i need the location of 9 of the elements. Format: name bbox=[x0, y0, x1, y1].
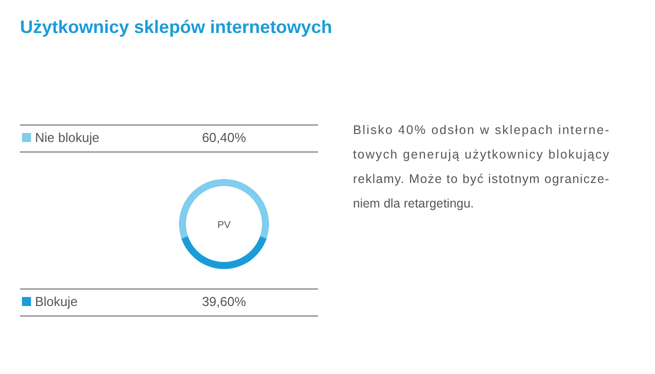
text: Blisko 40% odsłon w sklepach interne- towych generują użytkownicy blokujący reklamy. Może to być istotnym ogranicze- niem dla retargetingu. bbox=[353, 123, 610, 210]
legend-label: Nie blokuje bbox=[35, 130, 100, 145]
donut-slice bbox=[181, 236, 267, 269]
legend-label: Blokuje bbox=[35, 294, 78, 309]
donut-slice bbox=[179, 179, 269, 238]
data-label: 39,60% bbox=[202, 294, 246, 309]
text: PV bbox=[217, 220, 231, 231]
chart-title: Użytkownicy sklepów internetowych bbox=[20, 17, 332, 37]
data-label: 60,40% bbox=[202, 130, 246, 145]
